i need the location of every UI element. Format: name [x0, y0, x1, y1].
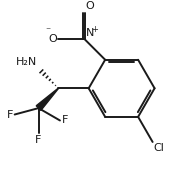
Text: H₂N: H₂N [16, 57, 37, 67]
Text: +: + [91, 25, 98, 34]
Text: O: O [49, 34, 57, 44]
Text: F: F [7, 109, 13, 119]
Text: F: F [35, 135, 42, 145]
Text: F: F [62, 115, 68, 125]
Text: ⁻: ⁻ [46, 26, 51, 36]
Text: Cl: Cl [154, 143, 164, 153]
Text: N: N [86, 28, 94, 38]
Text: O: O [86, 1, 94, 11]
Polygon shape [36, 88, 59, 110]
